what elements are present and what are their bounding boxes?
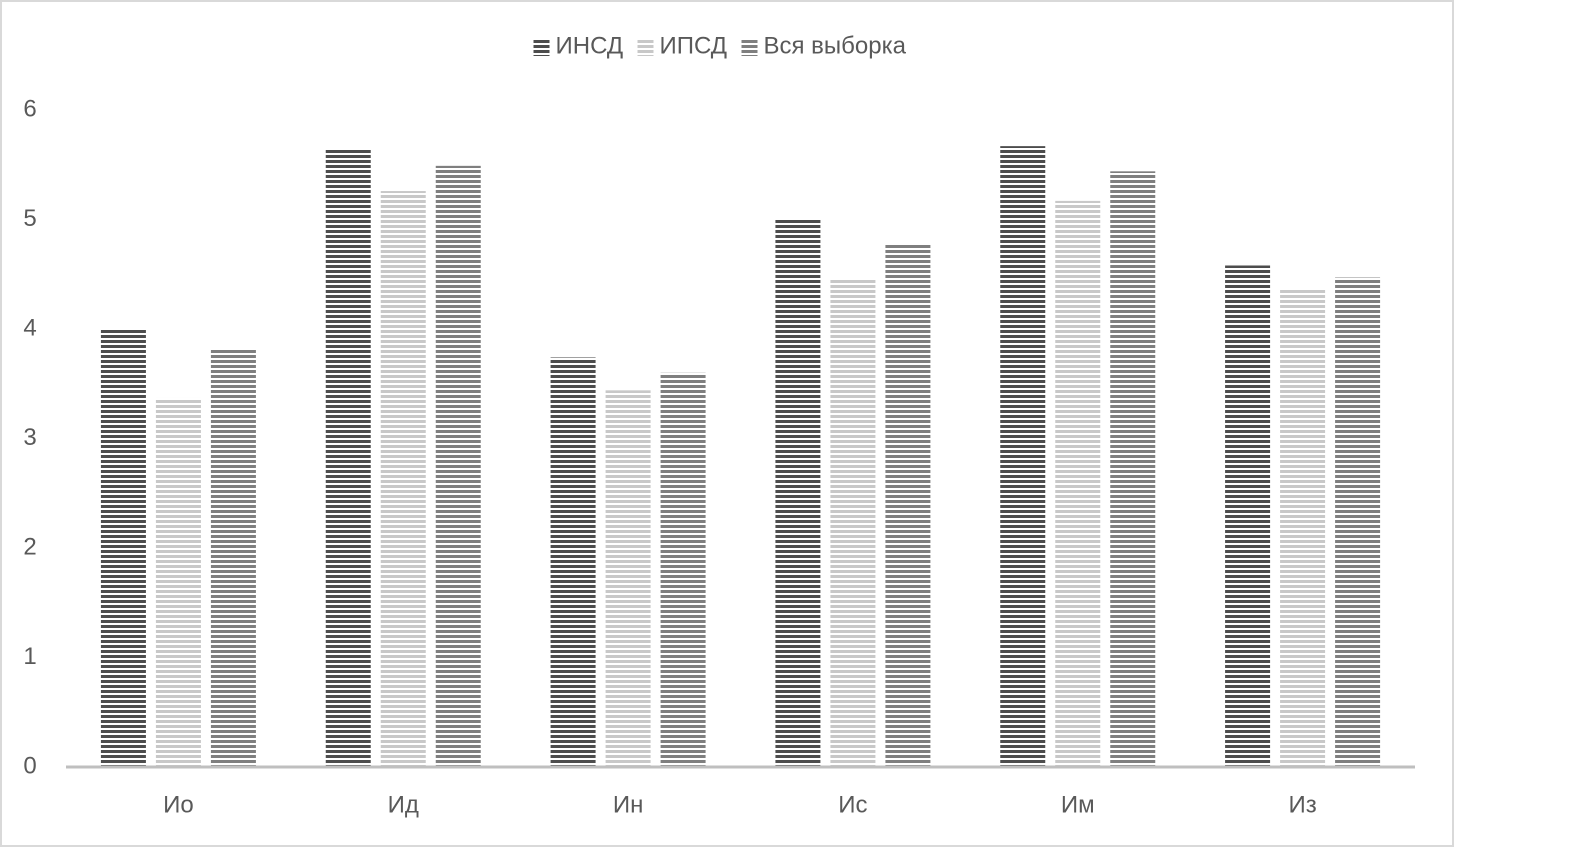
- bar: [1110, 171, 1156, 767]
- bar: [1335, 277, 1381, 767]
- legend-label: ИПСД: [660, 32, 728, 59]
- legend-swatch: [533, 40, 550, 56]
- y-tick-label: 4: [23, 314, 36, 341]
- y-tick-label: 3: [23, 424, 36, 451]
- y-tick-label: 5: [23, 205, 36, 232]
- bar: [550, 357, 596, 767]
- bar: [660, 372, 706, 767]
- bar: [380, 191, 426, 767]
- bar: [325, 149, 371, 768]
- bar: [435, 165, 481, 768]
- legend-swatch: [741, 40, 758, 56]
- bar: [1225, 265, 1271, 767]
- x-tick-label: Им: [1061, 791, 1095, 818]
- bar: [1280, 289, 1326, 767]
- y-tick-label: 0: [23, 752, 36, 779]
- bar: [1055, 200, 1101, 767]
- y-tick-label: 1: [23, 643, 36, 670]
- y-tick-label: 6: [23, 95, 36, 122]
- y-tick-label: 2: [23, 533, 36, 560]
- bar: [100, 329, 146, 767]
- x-tick-label: Ин: [613, 791, 644, 818]
- legend-swatch: [637, 40, 654, 56]
- bar: [775, 219, 821, 767]
- bar: [830, 279, 876, 767]
- x-tick-label: Из: [1288, 791, 1316, 818]
- bar: [885, 243, 931, 768]
- legend-label: ИНСД: [556, 32, 624, 59]
- bar: [210, 349, 256, 767]
- x-tick-label: Ис: [838, 791, 867, 818]
- legend-label: Вся выборка: [764, 32, 907, 59]
- x-tick-label: Ид: [388, 791, 419, 818]
- bar: [605, 390, 651, 767]
- bar: [155, 397, 201, 767]
- x-tick-label: Ио: [163, 791, 194, 818]
- bar: [1000, 146, 1046, 767]
